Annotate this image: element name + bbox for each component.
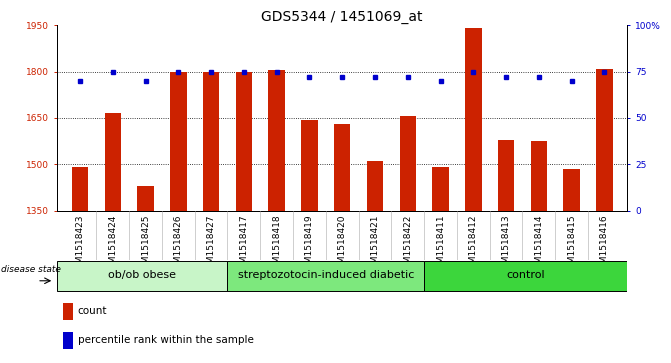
Text: GSM1518414: GSM1518414: [534, 215, 544, 275]
Bar: [367, 161, 383, 211]
Text: count: count: [78, 306, 107, 317]
Text: GSM1518417: GSM1518417: [240, 215, 248, 275]
Text: disease state: disease state: [1, 265, 61, 274]
Text: GSM1518426: GSM1518426: [174, 215, 183, 275]
Bar: [203, 72, 219, 211]
Bar: [564, 169, 580, 211]
Text: GSM1518418: GSM1518418: [272, 215, 281, 275]
Bar: [236, 72, 252, 211]
Bar: [268, 70, 285, 211]
Bar: [57, 261, 227, 290]
Bar: [465, 28, 482, 211]
Text: GSM1518421: GSM1518421: [370, 215, 380, 275]
Bar: [63, 332, 73, 348]
Text: GSM1518420: GSM1518420: [338, 215, 347, 275]
Bar: [334, 124, 350, 211]
Text: GSM1518419: GSM1518419: [305, 215, 314, 275]
Bar: [597, 69, 613, 211]
Bar: [301, 119, 317, 211]
Text: GSM1518422: GSM1518422: [403, 215, 412, 275]
Bar: [138, 186, 154, 211]
Bar: [498, 139, 514, 211]
Bar: [63, 303, 73, 320]
Bar: [432, 167, 449, 211]
Bar: [424, 261, 627, 290]
Text: GSM1518423: GSM1518423: [75, 215, 85, 275]
Text: control: control: [507, 270, 545, 280]
Text: GSM1518412: GSM1518412: [469, 215, 478, 275]
Bar: [399, 117, 416, 211]
Title: GDS5344 / 1451069_at: GDS5344 / 1451069_at: [262, 11, 423, 24]
Text: streptozotocin-induced diabetic: streptozotocin-induced diabetic: [238, 270, 414, 280]
Text: GSM1518413: GSM1518413: [502, 215, 511, 275]
Text: GSM1518424: GSM1518424: [108, 215, 117, 275]
Text: ob/ob obese: ob/ob obese: [108, 270, 176, 280]
Text: GSM1518411: GSM1518411: [436, 215, 445, 275]
Text: GSM1518415: GSM1518415: [567, 215, 576, 275]
Bar: [227, 261, 424, 290]
Bar: [105, 113, 121, 211]
Bar: [170, 72, 187, 211]
Text: percentile rank within the sample: percentile rank within the sample: [78, 335, 254, 345]
Bar: [72, 167, 88, 211]
Text: GSM1518416: GSM1518416: [600, 215, 609, 275]
Bar: [531, 141, 547, 211]
Text: GSM1518425: GSM1518425: [141, 215, 150, 275]
Text: GSM1518427: GSM1518427: [207, 215, 215, 275]
